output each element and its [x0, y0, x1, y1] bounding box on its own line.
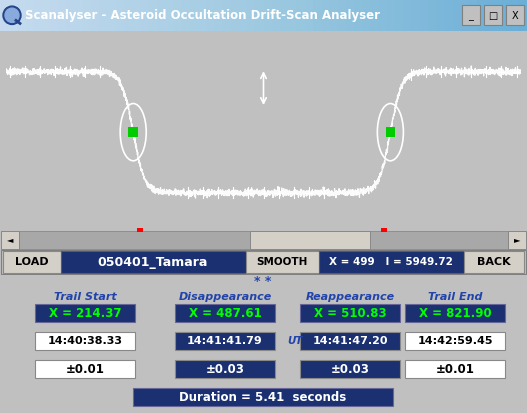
- Text: LOAD: LOAD: [15, 257, 49, 268]
- FancyBboxPatch shape: [381, 228, 387, 232]
- FancyBboxPatch shape: [129, 127, 138, 137]
- FancyBboxPatch shape: [175, 332, 275, 350]
- FancyBboxPatch shape: [405, 304, 505, 322]
- FancyBboxPatch shape: [35, 332, 135, 350]
- Text: Trail Start: Trail Start: [54, 292, 116, 302]
- Text: □: □: [489, 11, 497, 21]
- Text: X = 510.83: X = 510.83: [314, 307, 386, 320]
- Text: X = 214.37: X = 214.37: [49, 307, 121, 320]
- Text: X = 487.61: X = 487.61: [189, 307, 261, 320]
- Text: ±0.03: ±0.03: [206, 363, 245, 375]
- FancyBboxPatch shape: [300, 360, 400, 378]
- Text: * *: * *: [255, 275, 272, 288]
- FancyBboxPatch shape: [405, 360, 505, 378]
- FancyBboxPatch shape: [484, 5, 502, 26]
- FancyBboxPatch shape: [175, 360, 275, 378]
- Text: X = 499   I = 5949.72: X = 499 I = 5949.72: [329, 257, 453, 268]
- FancyBboxPatch shape: [250, 231, 370, 249]
- Text: ±0.03: ±0.03: [330, 363, 369, 375]
- FancyBboxPatch shape: [319, 252, 464, 273]
- FancyBboxPatch shape: [464, 252, 524, 273]
- FancyBboxPatch shape: [136, 228, 143, 232]
- FancyBboxPatch shape: [35, 360, 135, 378]
- Text: ◄: ◄: [7, 235, 13, 244]
- FancyBboxPatch shape: [61, 252, 246, 273]
- FancyBboxPatch shape: [300, 304, 400, 322]
- FancyBboxPatch shape: [1, 231, 19, 249]
- Text: 14:40:38.33: 14:40:38.33: [47, 336, 122, 346]
- FancyBboxPatch shape: [386, 127, 395, 137]
- Text: Disappearance: Disappearance: [178, 292, 271, 302]
- Text: X: X: [512, 11, 519, 21]
- Text: SMOOTH: SMOOTH: [256, 257, 308, 268]
- Text: Duration = 5.41  seconds: Duration = 5.41 seconds: [179, 391, 347, 404]
- Text: ±0.01: ±0.01: [65, 363, 104, 375]
- Text: 050401_Tamara: 050401_Tamara: [98, 256, 208, 269]
- FancyBboxPatch shape: [246, 252, 319, 273]
- Text: BACK: BACK: [477, 257, 511, 268]
- Text: Scanalyser - Asteroid Occultation Drift-Scan Analyser: Scanalyser - Asteroid Occultation Drift-…: [25, 9, 380, 22]
- FancyBboxPatch shape: [506, 5, 524, 26]
- FancyBboxPatch shape: [462, 5, 480, 26]
- Circle shape: [3, 6, 21, 24]
- Circle shape: [5, 8, 19, 22]
- FancyBboxPatch shape: [19, 231, 508, 249]
- Text: 14:42:59.45: 14:42:59.45: [417, 336, 493, 346]
- Text: 14:41:47.20: 14:41:47.20: [313, 336, 388, 346]
- Text: X = 821.90: X = 821.90: [418, 307, 491, 320]
- Text: ►: ►: [514, 235, 520, 244]
- Text: ±0.01: ±0.01: [435, 363, 474, 375]
- FancyBboxPatch shape: [175, 304, 275, 322]
- FancyBboxPatch shape: [1, 250, 526, 275]
- Text: Trail End: Trail End: [428, 292, 482, 302]
- FancyBboxPatch shape: [508, 231, 526, 249]
- Text: Reappearance: Reappearance: [306, 292, 395, 302]
- FancyBboxPatch shape: [405, 332, 505, 350]
- FancyBboxPatch shape: [35, 304, 135, 322]
- FancyBboxPatch shape: [133, 388, 393, 406]
- Text: _: _: [469, 11, 473, 21]
- FancyBboxPatch shape: [3, 252, 61, 273]
- Text: 14:41:41.79: 14:41:41.79: [187, 336, 263, 346]
- FancyBboxPatch shape: [300, 332, 400, 350]
- Text: UT: UT: [287, 336, 302, 346]
